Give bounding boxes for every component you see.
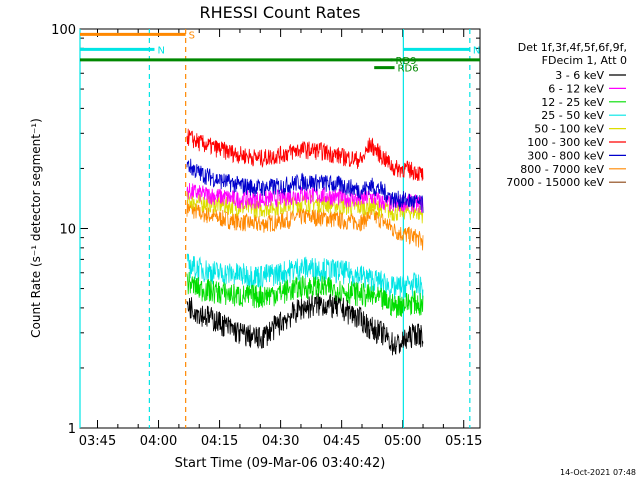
- legend-entry-label: 25 - 50 keV: [541, 109, 604, 122]
- y-tick-label: 1: [68, 422, 76, 437]
- footer-timestamp: 14-Oct-2021 07:48: [560, 468, 636, 477]
- x-tick-label: 04:45: [323, 434, 360, 449]
- y-tick-label: 10: [59, 223, 76, 238]
- flag-label: RD9: [396, 56, 417, 67]
- series-line: [186, 271, 424, 318]
- flag-label: N: [157, 45, 164, 56]
- series-line: [186, 158, 424, 213]
- plot-frame: [79, 28, 481, 429]
- y-tick-label: 100: [51, 23, 76, 38]
- chart-title: RHESSI Count Rates: [200, 3, 361, 22]
- legend-entry-label: 300 - 800 keV: [527, 149, 604, 162]
- flag-label: N: [473, 45, 480, 56]
- legend-entry-label: 3 - 6 keV: [555, 69, 604, 82]
- legend-entry-label: 50 - 100 keV: [534, 123, 604, 136]
- legend-header-line-2: FDecim 1, Att 0: [542, 54, 627, 67]
- flag-label: RD6: [398, 64, 419, 75]
- x-tick-label: 04:15: [201, 434, 238, 449]
- x-tick-label: 05:15: [445, 434, 482, 449]
- series-line: [186, 253, 424, 300]
- x-tick-label: 04:30: [262, 434, 299, 449]
- x-axis-label: Start Time (09-Mar-06 03:40:42): [175, 456, 386, 471]
- legend-entry-label: 7000 - 15000 keV: [506, 176, 604, 189]
- legend-entry-label: 12 - 25 keV: [541, 96, 604, 109]
- series-line: [186, 128, 424, 182]
- flag-label: S: [189, 30, 195, 41]
- x-tick-label: 05:00: [384, 434, 421, 449]
- x-tick-label: 04:00: [140, 434, 177, 449]
- series-line: [186, 182, 424, 213]
- legend-entry-label: 800 - 7000 keV: [520, 163, 604, 176]
- y-axis-label: Count Rate (s⁻¹ detector segment⁻¹): [29, 118, 43, 338]
- legend: Det 1f,3f,4f,5f,6f,9f, FDecim 1, Att 0: [518, 41, 627, 67]
- legend-header-line-1: Det 1f,3f,4f,5f,6f,9f,: [518, 41, 627, 54]
- x-tick-label: 03:45: [79, 434, 116, 449]
- series-line: [186, 199, 424, 251]
- legend-entry-label: 6 - 12 keV: [548, 82, 604, 95]
- series-line: [186, 293, 424, 356]
- legend-entry-label: 100 - 300 keV: [527, 136, 604, 149]
